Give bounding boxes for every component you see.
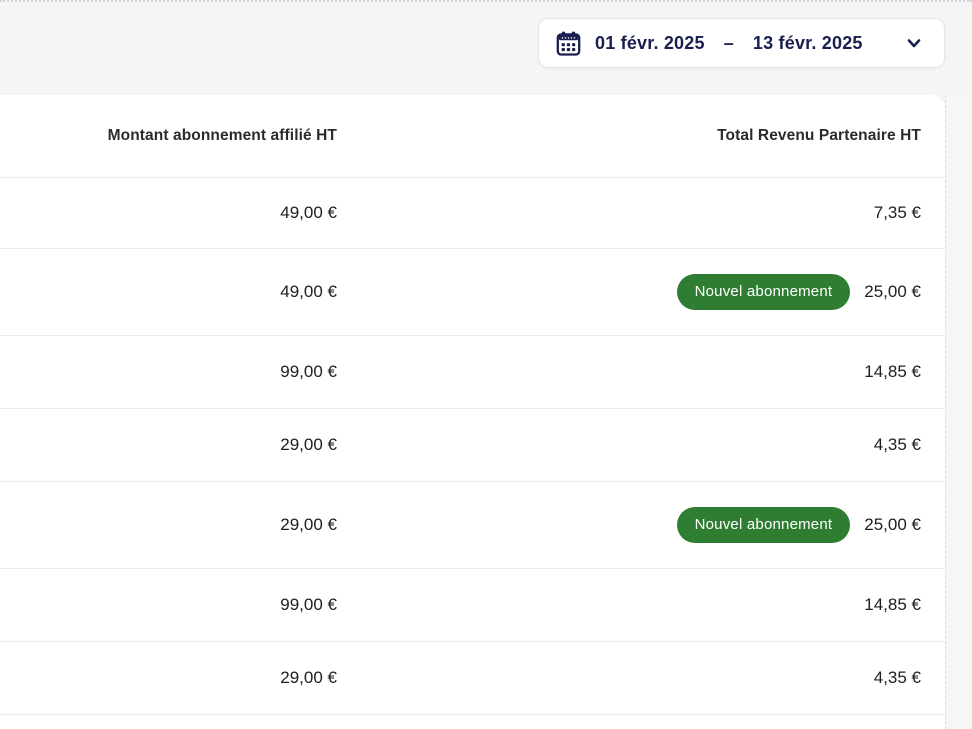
revenu-cell: 4,35 €	[873, 668, 921, 687]
new-subscription-badge: Nouvel abonnement	[676, 274, 851, 310]
table-row: 29,00 € Nouvel abonnement 25,00 €	[0, 482, 945, 569]
top-dotted-divider	[0, 0, 972, 2]
table-row: 99,00 € 14,85 €	[0, 336, 945, 409]
right-gutter	[945, 95, 972, 729]
montant-cell: 29,00 €	[280, 435, 337, 454]
montant-cell: 29,00 €	[280, 515, 337, 534]
montant-cell: 49,00 €	[280, 203, 337, 222]
revenu-cell: 4,35 €	[873, 435, 921, 454]
montant-cell: 49,00 €	[280, 282, 337, 301]
revenu-cell: 25,00 €	[864, 515, 921, 534]
column-header-total-revenu: Total Revenu Partenaire HT	[717, 127, 921, 144]
chevron-down-icon	[902, 31, 926, 55]
table-row-cutoff	[0, 715, 945, 727]
table-row: 99,00 € 14,85 €	[0, 569, 945, 642]
revenu-cell: 14,85 €	[864, 362, 921, 381]
montant-cell: 99,00 €	[280, 595, 337, 614]
montant-cell: 29,00 €	[280, 668, 337, 687]
table-row: 29,00 € 4,35 €	[0, 642, 945, 715]
calendar-icon	[555, 30, 582, 57]
revenu-cell: 25,00 €	[864, 282, 921, 301]
table-row: 49,00 € Nouvel abonnement 25,00 €	[0, 249, 945, 336]
date-range-picker-button[interactable]: 01 févr. 2025 – 13 févr. 2025	[538, 18, 945, 68]
date-range-separator: –	[723, 32, 734, 53]
column-header-montant-abonnement: Montant abonnement affilié HT	[107, 127, 337, 144]
table-row: 49,00 € 7,35 €	[0, 178, 945, 249]
table-row: 29,00 € 4,35 €	[0, 409, 945, 482]
revenu-cell: 7,35 €	[873, 203, 921, 222]
revenue-table-card: Montant abonnement affilié HT Total Reve…	[0, 95, 945, 729]
date-range-start: 01 févr. 2025	[595, 32, 705, 53]
date-range-end: 13 févr. 2025	[752, 32, 863, 53]
revenu-cell: 14,85 €	[864, 595, 921, 614]
montant-cell: 99,00 €	[280, 362, 337, 381]
new-subscription-badge: Nouvel abonnement	[676, 507, 851, 543]
table-header-row: Montant abonnement affilié HT Total Reve…	[0, 95, 945, 178]
